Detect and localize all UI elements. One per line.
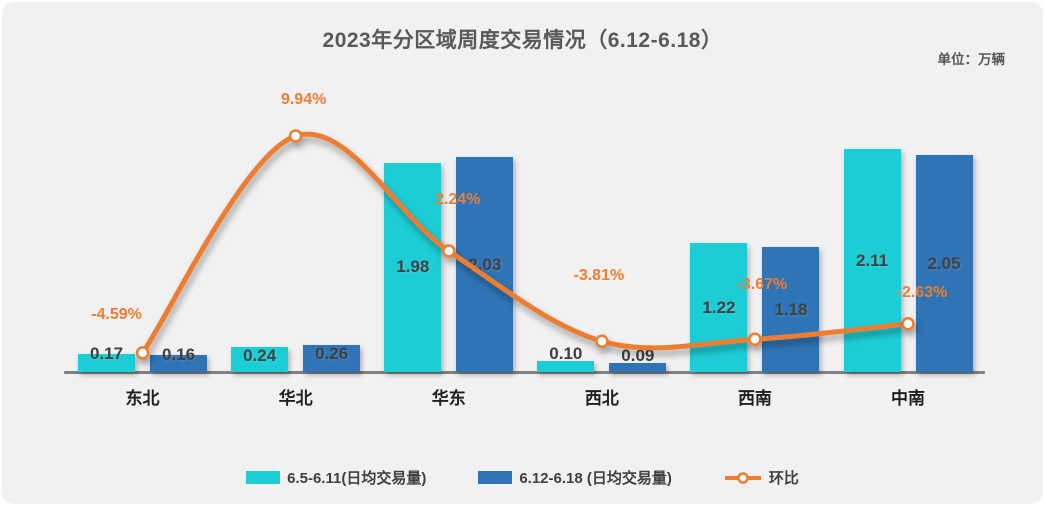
line-marker-icon [724,471,761,484]
category-label-中南: 中南 [891,389,926,408]
category-label-西北: 西北 [584,389,619,408]
x-axis-line [64,371,985,374]
unit-label: 单位：万辆 [937,52,1006,67]
bar-value-label: 0.17 [90,344,124,363]
bar-value-label: 0.16 [162,345,196,365]
category-label-西南: 西南 [737,389,772,408]
bar-value-label: 2.11 [855,250,889,270]
pct-label-中南: -2.63% [896,283,948,301]
category-label-华东: 华东 [431,389,466,408]
bar-value-label: 0.09 [621,345,655,365]
bar-series2-中南 [915,155,973,372]
pct-label-华东: 2.24% [435,190,481,208]
bar-value-label: 0.24 [243,345,277,365]
bar-value-label: 1.98 [396,257,430,277]
pct-label-东北: -4.59% [91,305,142,323]
legend-item-series2: 6.12-6.18 (日均交易量) [478,467,672,488]
legend: 6.5-6.11(日均交易量) 6.12-6.18 (日均交易量) 环比 [2,467,1043,488]
pct-label-西南: -3.67% [736,276,788,294]
bar-series2-东北 [150,355,208,372]
legend-item-line: 环比 [724,467,799,488]
bar-value-label: 2.05 [927,253,961,273]
pct-label-华北: 9.94% [280,90,327,108]
bar-series1-东北 [78,354,136,372]
series1-swatch-icon [246,471,281,484]
legend-label-line: 环比 [768,470,799,487]
bar-value-label: 2.03 [468,254,502,274]
bar-value-label: 1.18 [774,299,808,319]
series2-swatch-icon [478,471,513,484]
category-label-华北: 华北 [278,389,313,408]
bar-series2-西北 [609,362,667,372]
bar-value-label: 1.22 [702,297,736,317]
legend-label-series2: 6.12-6.18 (日均交易量) [519,470,672,487]
legend-item-series1: 6.5-6.11(日均交易量) [246,467,426,488]
chart-title: 2023年分区域周度交易情况（6.12-6.18） [322,29,723,52]
bar-value-label: 0.10 [549,344,583,364]
legend-label-series1: 6.5-6.11(日均交易量) [287,470,427,487]
bar-series1-西北 [537,361,595,372]
pct-label-西北: -3.81% [573,267,625,285]
bar-value-label: 0.26 [315,343,349,363]
category-label-东北: 东北 [125,389,160,408]
